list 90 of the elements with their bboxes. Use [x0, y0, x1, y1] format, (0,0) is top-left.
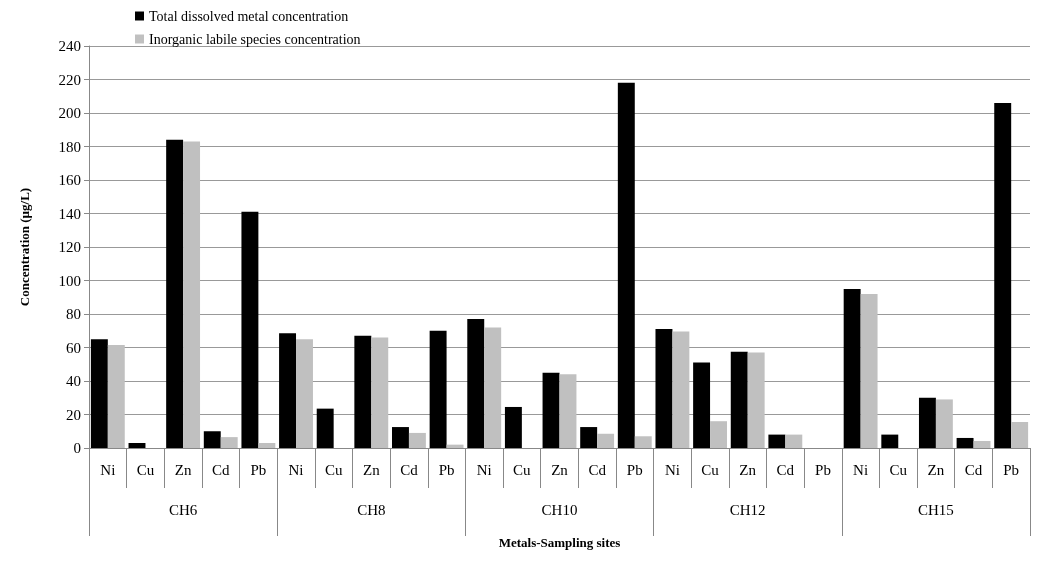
x-tick-label: Ni — [664, 461, 680, 478]
text: CH12 — [729, 501, 766, 518]
bar — [634, 436, 652, 448]
bar — [881, 434, 899, 448]
x-tick-label: Pb — [250, 461, 267, 478]
bar — [597, 433, 615, 448]
legend-label: Inorganic labile species concentration — [149, 31, 361, 47]
bar — [183, 141, 201, 448]
y-tick-label: 200 — [58, 105, 81, 121]
bar — [354, 335, 372, 448]
x-tick-label: Ni — [476, 461, 492, 478]
bar — [542, 372, 560, 448]
bar — [747, 352, 765, 448]
bar — [504, 406, 522, 448]
text: CH10 — [541, 501, 578, 518]
bar — [710, 421, 727, 448]
y-tick-label: 80 — [66, 306, 81, 322]
x-tick-label: Cu — [136, 461, 155, 478]
x-tick-label: Cd — [964, 461, 983, 478]
bar — [672, 331, 690, 448]
bar — [956, 437, 974, 448]
bar — [392, 427, 409, 448]
y-tick-label: 140 — [58, 205, 81, 222]
y-tick-label: 180 — [58, 138, 81, 155]
bar — [580, 427, 598, 448]
y-tick-label: 0 — [73, 440, 81, 456]
bar — [730, 351, 748, 448]
x-tick-label: Zn — [362, 461, 381, 478]
y-axis-title: Concentration (µg/L) — [17, 187, 32, 307]
y-tick-label: 240 — [58, 38, 81, 54]
bar — [279, 333, 297, 448]
x-tick-label: Zn — [174, 461, 192, 478]
x-tick-label: Pb — [815, 461, 831, 478]
bar — [316, 408, 334, 448]
text: CH15 — [917, 501, 954, 518]
bar — [429, 330, 447, 448]
bar — [655, 329, 673, 448]
bar — [296, 339, 313, 448]
bar — [1011, 422, 1029, 448]
x-tick-label: Zn — [551, 461, 569, 478]
bar — [768, 434, 786, 448]
bar — [559, 374, 577, 448]
bar — [617, 82, 635, 448]
x-tick-label: Zn — [927, 461, 945, 478]
x-tick-label: Cu — [513, 461, 532, 478]
legend-label: Total dissolved metal concentration — [149, 8, 349, 24]
x-tick-label: Cu — [889, 461, 908, 478]
bar — [258, 442, 276, 448]
bar — [408, 432, 426, 448]
x-tick-label: Pb — [626, 461, 643, 478]
bar — [860, 293, 878, 448]
y-tick-label: 220 — [58, 71, 81, 88]
bar — [128, 442, 146, 448]
bar — [973, 440, 991, 448]
x-axis-title: Metals-Sampling sites — [498, 535, 621, 550]
x-tick-label: Ni — [288, 461, 304, 478]
x-tick-label: Cu — [701, 461, 720, 478]
bar — [935, 399, 953, 448]
bar — [166, 139, 184, 448]
text: CH8 — [357, 501, 386, 518]
bar — [220, 437, 238, 448]
bar — [203, 431, 221, 448]
x-tick-label: Ni — [100, 461, 116, 478]
x-tick-label: Pb — [438, 461, 455, 478]
x-tick-label: Zn — [739, 461, 757, 478]
x-tick-label: Ni — [853, 461, 869, 478]
bar — [107, 344, 125, 448]
bar — [994, 102, 1012, 448]
bar — [843, 288, 861, 448]
y-tick-label: 40 — [66, 373, 81, 389]
bar — [241, 211, 259, 448]
bar — [785, 434, 803, 448]
bar — [693, 362, 711, 448]
bar — [918, 397, 936, 448]
x-tick-label: Cd — [588, 461, 607, 478]
bar — [467, 319, 485, 448]
y-tick-label: 160 — [58, 172, 81, 188]
bar — [371, 337, 389, 448]
y-tick-label: 60 — [66, 339, 81, 356]
bar — [484, 327, 502, 448]
bar — [90, 339, 108, 448]
text: CH6 — [168, 501, 198, 518]
y-tick-label: 120 — [58, 239, 81, 255]
x-tick-label: Pb — [1003, 461, 1020, 478]
x-tick-label: Cu — [324, 461, 343, 478]
x-tick-label: Cd — [400, 461, 419, 478]
y-tick-label: 20 — [66, 406, 81, 423]
x-tick-label: Cd — [776, 461, 795, 478]
x-tick-label: Cd — [211, 461, 230, 478]
y-tick-label: 100 — [58, 272, 81, 289]
